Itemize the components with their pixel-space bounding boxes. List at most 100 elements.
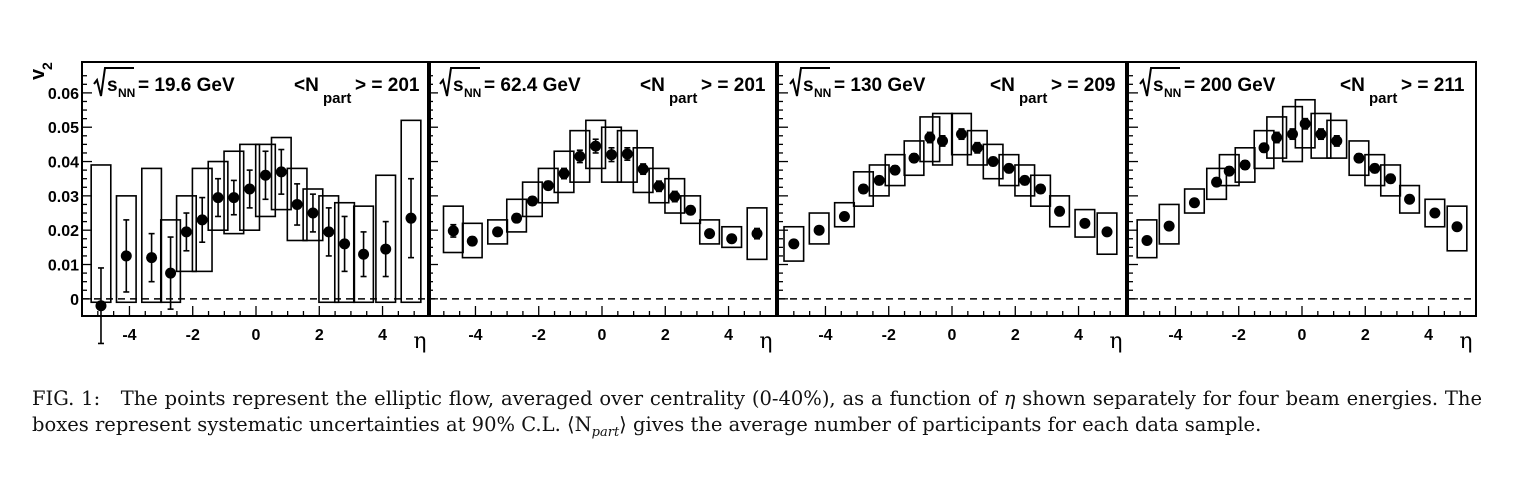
systematic-box (648, 167, 670, 204)
x-tick-label: -2 (882, 327, 896, 344)
npart-value: > = 201 (355, 75, 420, 96)
systematic-box (270, 136, 292, 211)
data-point (726, 233, 738, 245)
caption-text-1: The points represent the elliptic flow, … (120, 387, 1004, 410)
systematic-box (852, 171, 875, 207)
systematic-box (632, 147, 654, 194)
caption-text-2: shown separately for four beam energies.… (32, 387, 1482, 436)
systematic-box (616, 129, 638, 183)
caption-text-3: gives the average number of participants… (626, 413, 1262, 436)
x-tick-label: 4 (1424, 327, 1433, 344)
systematic-box (569, 129, 591, 183)
x-tick-label: 4 (1074, 327, 1083, 344)
y-tick-label: 0.03 (48, 189, 79, 206)
systematic-box (375, 174, 397, 304)
caption-eta: η (1003, 387, 1016, 410)
systematic-box (783, 225, 805, 262)
systematic-box (1048, 195, 1071, 228)
data-point (987, 156, 999, 168)
x-axis-label: η (1459, 329, 1472, 354)
systematic-box (1348, 140, 1370, 177)
data-point (447, 225, 459, 237)
systematic-box (537, 167, 559, 204)
x-tick-label: -4 (122, 327, 136, 344)
data-point (228, 192, 240, 204)
systematic-box (585, 119, 607, 170)
systematic-box (1446, 205, 1468, 252)
data-point (605, 149, 617, 161)
y-tick-label: 0.05 (48, 120, 79, 137)
y-tick-label: 0.06 (48, 86, 79, 103)
caption-fig-label: FIG. 1: (32, 387, 101, 410)
systematic-box (679, 195, 702, 225)
panel-frame (427, 61, 777, 317)
data-point (291, 198, 303, 210)
data-point (511, 212, 523, 224)
systematic-box (254, 143, 277, 218)
systematic-box (1294, 98, 1316, 149)
systematic-box (966, 129, 988, 166)
data-point (704, 228, 716, 240)
systematic-box (302, 188, 324, 242)
npart-value: > = 211 (1401, 75, 1465, 96)
data-point (1079, 217, 1091, 229)
data-point (212, 192, 224, 204)
sqrt-s-label: s (1153, 75, 1164, 96)
data-point (937, 135, 949, 147)
data-point (1101, 226, 1113, 238)
systematic-box (318, 195, 340, 304)
x-tick-label: 2 (1361, 327, 1370, 344)
data-point (259, 169, 271, 181)
data-point (1141, 234, 1153, 246)
data-point (307, 207, 319, 219)
data-point (405, 212, 417, 224)
data-point (908, 152, 920, 164)
data-point (1271, 132, 1283, 144)
x-axis-label: η (1109, 329, 1122, 354)
data-point (653, 180, 665, 192)
npart-subscript: part (323, 90, 351, 107)
systematic-box (400, 119, 422, 304)
data-point (1353, 152, 1365, 164)
systematic-box (998, 153, 1020, 187)
data-point (1258, 142, 1270, 154)
x-tick-label: -2 (186, 327, 200, 344)
systematic-box (1326, 119, 1348, 159)
data-point (1404, 193, 1416, 205)
panel-4: -4 -2 0 2 4 η s NN = 200 GeV <Npart> = 211 (1127, 61, 1477, 354)
data-point (1299, 118, 1311, 130)
data-point (889, 164, 901, 176)
x-tick-label: -2 (1232, 327, 1246, 344)
systematic-box (207, 160, 229, 231)
systematic-box (868, 164, 890, 197)
systematic-box (746, 207, 768, 261)
systematic-box (191, 167, 213, 273)
systematic-box (553, 150, 575, 194)
systematic-box (1014, 164, 1036, 197)
systematic-box (721, 225, 743, 249)
x-tick-label: 2 (661, 327, 670, 344)
npart-open: <N (294, 75, 319, 96)
systematic-box (521, 181, 544, 218)
systematic-box (1379, 164, 1402, 197)
panel-2: -4 -2 0 2 4 η s NN = 62.4 GeV <Npart> = 201 (427, 61, 777, 354)
data-point (1211, 176, 1223, 188)
data-point (955, 128, 967, 140)
y-axis-label: v (27, 68, 49, 80)
data-point (1369, 162, 1381, 174)
x-tick-label: -2 (532, 327, 546, 344)
systematic-box (239, 143, 261, 231)
systematic-box (1136, 219, 1158, 259)
npart-subscript: part (1019, 90, 1047, 107)
figure-caption: FIG. 1: The points represent the ellipti… (32, 386, 1482, 446)
data-point (558, 168, 570, 180)
data-point (924, 132, 936, 144)
data-point (95, 300, 107, 312)
systematic-box (115, 195, 137, 304)
x-tick-label: -4 (468, 327, 482, 344)
data-point (1287, 128, 1299, 140)
x-tick-label: -4 (1168, 327, 1182, 344)
data-point (380, 243, 392, 255)
data-point (196, 214, 208, 226)
x-tick-label: 2 (1011, 327, 1020, 344)
